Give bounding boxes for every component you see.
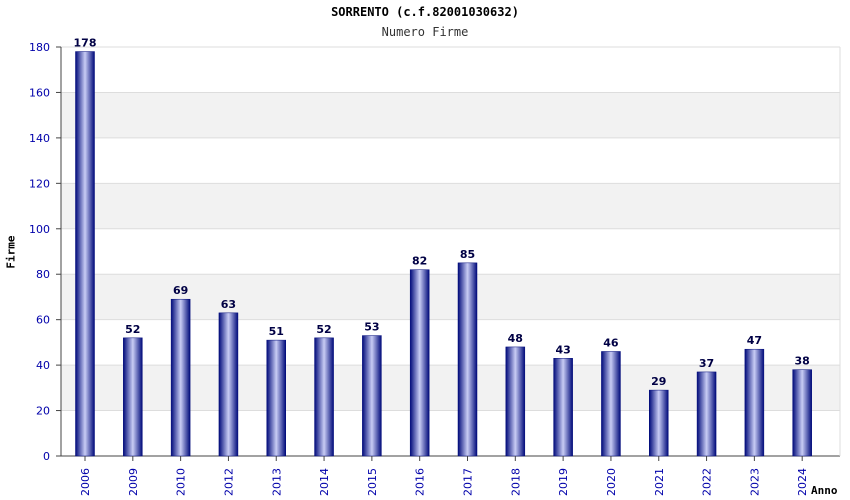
x-tick-label: 2019 (557, 468, 570, 496)
x-tick-label: 2013 (270, 468, 283, 496)
y-tick-label: 160 (29, 86, 50, 99)
bar (649, 389, 669, 457)
data-label: 63 (221, 298, 236, 311)
grid-band (61, 137, 840, 184)
x-tick-label: 2015 (366, 468, 379, 496)
data-label: 53 (364, 321, 379, 334)
bar (601, 351, 621, 457)
x-tick-label: 2020 (605, 468, 618, 496)
data-label: 48 (508, 332, 523, 345)
y-tick-label: 40 (36, 359, 50, 372)
chart-subtitle: Numero Firme (381, 25, 469, 39)
bar (314, 337, 334, 457)
data-label: 37 (699, 357, 714, 370)
x-tick-label: 2021 (653, 468, 666, 496)
y-tick-label: 120 (29, 177, 50, 190)
grid-band (61, 319, 840, 366)
bars (75, 51, 812, 457)
x-tick-label: 2023 (748, 468, 761, 496)
bar (696, 371, 717, 457)
bar (362, 335, 382, 457)
x-tick-label: 2024 (796, 468, 809, 496)
y-tick-label: 0 (43, 450, 50, 463)
bar (123, 337, 143, 457)
y-tick-label: 140 (29, 132, 50, 145)
data-labels: 178 52 69 63 51 52 53 82 85 48 43 46 29 37 47 38 (74, 37, 810, 389)
data-label: 82 (412, 255, 427, 268)
x-tick-label: 2016 (414, 468, 427, 496)
data-label: 52 (316, 323, 331, 336)
bar (75, 51, 95, 457)
bar (409, 269, 430, 457)
x-tick-label: 2012 (222, 468, 235, 496)
x-axis-label: Anno (811, 484, 838, 497)
grid-band (61, 228, 840, 275)
data-label: 47 (747, 334, 762, 347)
bar (457, 262, 478, 457)
bar (553, 358, 573, 457)
y-ticks: 0 20 40 60 80 100 120 140 160 180 (29, 41, 61, 463)
bar (218, 312, 239, 457)
data-label: 178 (74, 37, 97, 50)
x-tick-label: 2009 (127, 468, 140, 496)
x-ticks: 2006 2009 2010 2012 2013 2014 2015 2016 2017 2018… (79, 456, 809, 496)
data-label: 38 (795, 355, 810, 368)
bar (792, 369, 812, 457)
bar (505, 346, 526, 457)
bar (266, 339, 286, 457)
grid-band (61, 92, 840, 138)
bar (170, 298, 191, 457)
y-tick-label: 20 (36, 405, 50, 418)
x-tick-label: 2006 (79, 468, 92, 496)
y-tick-label: 100 (29, 223, 50, 236)
data-label: 43 (555, 343, 570, 356)
data-label: 46 (603, 336, 619, 349)
grid-bands (61, 47, 840, 456)
data-label: 69 (173, 284, 188, 297)
x-tick-label: 2018 (509, 468, 522, 496)
data-label: 51 (269, 325, 284, 338)
grid-band (61, 47, 840, 93)
grid-band (61, 274, 840, 320)
x-tick-label: 2010 (175, 468, 188, 496)
data-label: 52 (125, 323, 140, 336)
bar (744, 348, 765, 457)
data-label: 29 (651, 375, 666, 388)
chart-title: SORRENTO (c.f.82001030632) (331, 5, 519, 19)
x-tick-label: 2022 (701, 468, 714, 496)
y-tick-label: 80 (36, 268, 50, 281)
grid-band (61, 183, 840, 229)
y-tick-label: 60 (36, 314, 50, 327)
x-tick-label: 2017 (462, 468, 475, 496)
x-tick-label: 2014 (318, 468, 331, 496)
y-tick-label: 180 (29, 41, 50, 54)
data-label: 85 (460, 248, 475, 261)
